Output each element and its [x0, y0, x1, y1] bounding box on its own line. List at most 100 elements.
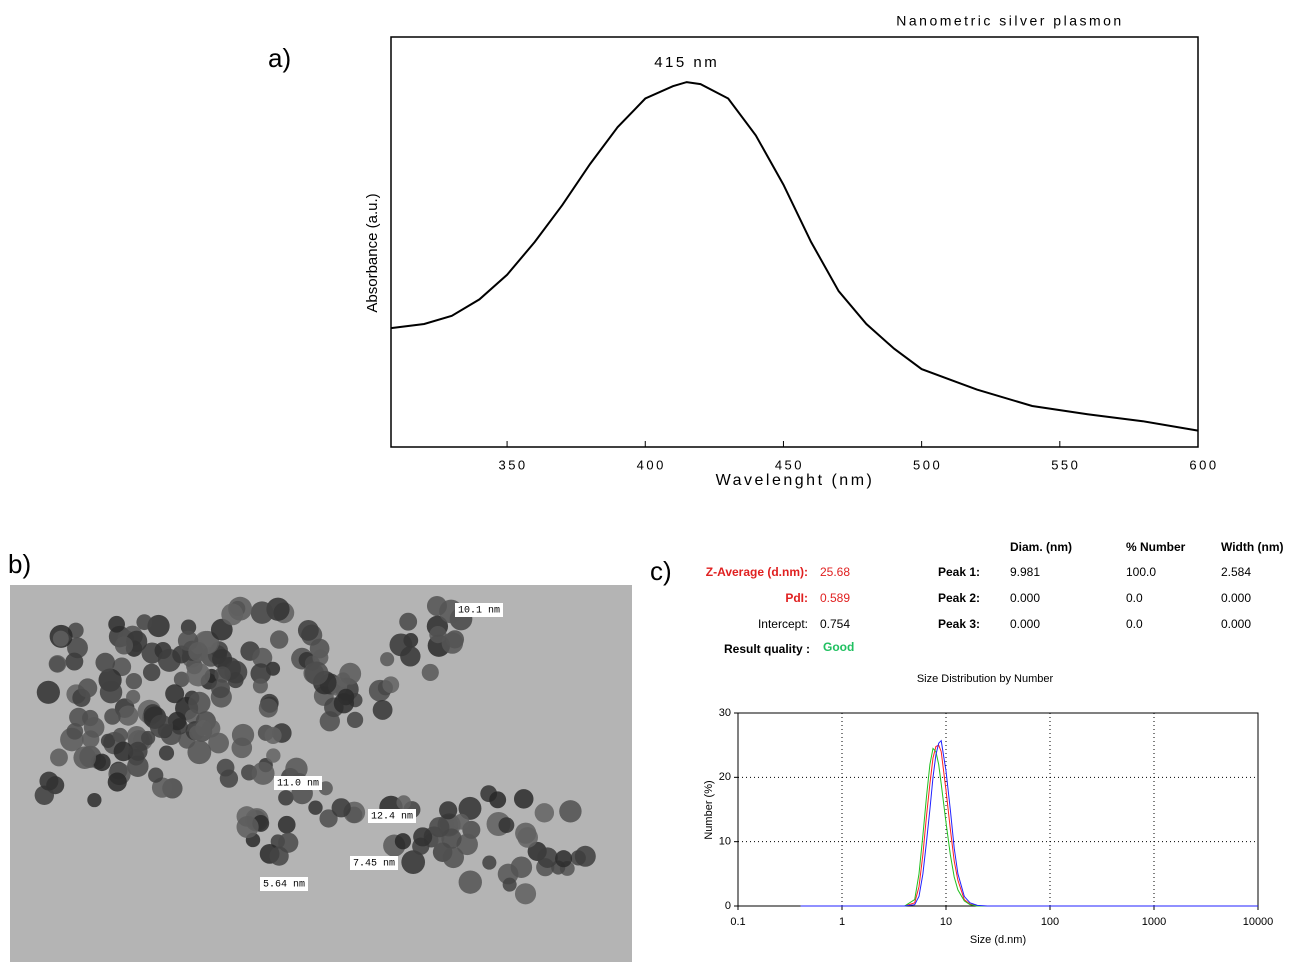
particle [142, 663, 161, 682]
particle [382, 676, 400, 694]
particle [83, 717, 105, 738]
summary-label: PdI: [785, 591, 808, 605]
particle [100, 733, 116, 749]
particle [297, 619, 319, 641]
table-cell: 0.0 [1126, 617, 1143, 631]
particle [95, 652, 116, 673]
y-tick-label: 30 [719, 707, 731, 719]
particle [559, 800, 582, 823]
particle [208, 732, 229, 754]
particle [278, 790, 294, 806]
x-tick-label: 1000 [1142, 916, 1166, 928]
particle [114, 636, 134, 655]
peak-table: Diam. (nm) % Number Width (nm) Peak 1: 9.981… [938, 540, 1284, 631]
particle [236, 815, 259, 839]
data-line [800, 744, 1258, 907]
table-cell: 9.981 [1010, 565, 1040, 579]
particle [87, 792, 102, 808]
particle [304, 661, 329, 686]
y-tick-label: 0 [725, 900, 731, 912]
x-tick-label: 450 [775, 457, 804, 472]
particle [125, 672, 143, 690]
data-line [800, 747, 1258, 907]
annotation-box [274, 776, 322, 790]
particle [482, 855, 497, 870]
particle [201, 719, 221, 738]
particle [52, 630, 69, 647]
tem-annotation: 7.45 nm [353, 859, 395, 870]
particle [186, 662, 211, 687]
summary-value: 25.68 [820, 565, 850, 579]
particle [104, 708, 121, 725]
particle [219, 769, 239, 788]
particle [107, 772, 127, 792]
particle [266, 748, 281, 763]
table-cell: 100.0 [1126, 565, 1156, 579]
particle [421, 663, 439, 682]
x-tick-label: 550 [1051, 457, 1080, 472]
particle [148, 767, 164, 783]
summary-label: Intercept: [758, 617, 808, 631]
x-tick-label: 500 [913, 457, 942, 472]
summary-value: 0.589 [820, 591, 850, 605]
table-cell: 0.000 [1221, 591, 1251, 605]
particle [339, 662, 362, 685]
data-line [390, 81, 1199, 432]
particle [264, 726, 282, 745]
particle [394, 833, 412, 850]
particle [510, 856, 533, 878]
particle [128, 741, 148, 761]
particle [308, 800, 323, 815]
particle [331, 798, 351, 818]
particle [180, 619, 197, 635]
particle [126, 689, 141, 704]
x-tick-label: 10000 [1243, 916, 1274, 928]
particle [136, 614, 153, 631]
particle [189, 725, 205, 741]
particle [48, 655, 67, 673]
particle [187, 740, 212, 765]
particle [78, 678, 98, 698]
particle [346, 711, 364, 729]
particle [514, 883, 537, 905]
particle [165, 684, 185, 704]
y-axis-label: Number (%) [703, 780, 715, 839]
plot-frame [737, 712, 1259, 907]
particle [396, 795, 412, 810]
particle [319, 809, 338, 828]
x-tick-label: 10 [940, 916, 952, 928]
summary-label: Result quality : [724, 642, 810, 656]
table-cell: 0.000 [1010, 591, 1040, 605]
particle [188, 691, 211, 715]
particle [502, 877, 517, 892]
particle [99, 680, 123, 704]
particle [489, 791, 507, 809]
particle [141, 730, 156, 746]
particle [574, 845, 596, 867]
chart-title: Size Distribution by Number [917, 673, 1054, 685]
particle [537, 847, 558, 868]
particle [36, 680, 60, 704]
particle [413, 827, 433, 847]
particle [112, 727, 128, 743]
particle [333, 693, 355, 714]
particle [69, 707, 89, 727]
annotation-box [368, 809, 416, 823]
x-tick-label: 1 [839, 916, 845, 928]
table-header: Diam. (nm) [1010, 540, 1072, 554]
particle [429, 626, 447, 644]
particle [50, 748, 68, 767]
summary-value: Good [823, 640, 854, 654]
particle [251, 761, 275, 785]
summary-label: Z-Average (d.nm): [706, 565, 808, 579]
particle [250, 601, 274, 624]
particle [231, 723, 255, 747]
particle [458, 796, 482, 820]
particle [513, 789, 534, 809]
x-tick-label: 400 [637, 457, 666, 472]
particle [39, 771, 59, 791]
particle [66, 723, 84, 740]
tem-annotation: 10.1 nm [458, 606, 500, 617]
particle [517, 827, 538, 848]
